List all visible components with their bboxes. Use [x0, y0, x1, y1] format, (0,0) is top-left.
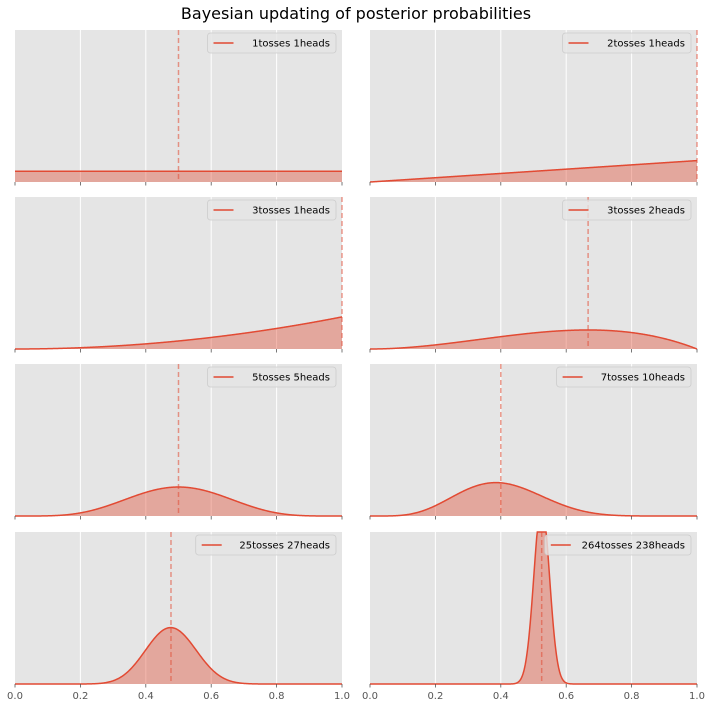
posterior-fill [15, 627, 342, 684]
x-tick-label: 0.8 [624, 691, 640, 702]
x-tick-label: 1.0 [689, 691, 705, 702]
subplot-5: 5tosses 5heads [14, 364, 343, 520]
legend-label: 3tosses 1heads [252, 206, 330, 217]
x-tick-label: 0.4 [493, 691, 509, 702]
plot-area [370, 532, 697, 684]
legend-box [562, 32, 692, 54]
legend: 5tosses 5heads [207, 366, 337, 388]
legend: 7tosses 10heads [556, 366, 692, 388]
legend-label: 5tosses 5heads [252, 373, 330, 384]
posterior-fill [370, 532, 697, 684]
legend: 264tosses 238heads [544, 534, 692, 556]
legend-box [562, 199, 692, 221]
legend-box [544, 534, 692, 556]
subplot-7: 0.0 0.2 0.4 0.6 0.8 1.0 25tosses 27heads [7, 532, 350, 702]
legend-box [207, 366, 337, 388]
plot-area [370, 364, 697, 516]
legend-label: 264tosses 238heads [582, 541, 685, 552]
x-tick-label: 0.0 [7, 691, 23, 702]
legend-label: 1tosses 1heads [252, 39, 330, 50]
posterior-line [15, 316, 343, 350]
posterior-line [369, 159, 698, 183]
subplot-6: 7tosses 10heads [369, 364, 698, 520]
posterior-line [370, 481, 697, 517]
x-tick-label: 0.6 [558, 691, 574, 702]
legend: 25tosses 27heads [195, 534, 337, 556]
subplot-4: 3tosses 2heads [369, 197, 698, 353]
posterior-fill [370, 482, 697, 516]
legend-box [207, 32, 337, 54]
legend-label: 2tosses 1heads [607, 39, 685, 50]
plot-area [370, 30, 697, 182]
legend-label: 3tosses 2heads [607, 206, 685, 217]
legend-label: 7tosses 10heads [601, 373, 685, 384]
legend-box [556, 366, 692, 388]
x-tick-label: 0.2 [427, 691, 443, 702]
plot-area [15, 532, 342, 684]
legend: 3tosses 1heads [207, 199, 337, 221]
legend-box [207, 199, 337, 221]
subplot-3: 3tosses 1heads [14, 197, 343, 353]
x-tick-label: 0.6 [203, 691, 219, 702]
posterior-line [370, 531, 697, 685]
legend-label: 25tosses 27heads [239, 541, 330, 552]
subplot-1: 1tosses 1heads [14, 30, 343, 186]
posterior-line [15, 626, 342, 685]
subplot-grid: 1tosses 1heads 2tosses 1heads 3tosses 1hea… [7, 30, 705, 702]
legend-box [195, 534, 337, 556]
posterior-fill [15, 316, 342, 349]
x-tick-label: 0.8 [269, 691, 285, 702]
plot-area [15, 197, 342, 349]
posterior-fill [370, 329, 697, 349]
posterior-line [370, 329, 698, 350]
legend: 3tosses 2heads [562, 199, 692, 221]
x-tick-label: 0.2 [72, 691, 88, 702]
x-tick-label: 0.4 [138, 691, 154, 702]
legend: 1tosses 1heads [207, 32, 337, 54]
figure-title: Bayesian updating of posterior probabili… [181, 4, 531, 23]
subplot-8: 0.0 0.2 0.4 0.6 0.8 1.0 264tosses 238heads [362, 531, 705, 702]
plot-area [370, 197, 697, 349]
subplot-2: 2tosses 1heads [369, 30, 698, 186]
x-tick-label: 1.0 [334, 691, 350, 702]
x-tick-label: 0.0 [362, 691, 378, 702]
legend: 2tosses 1heads [562, 32, 692, 54]
